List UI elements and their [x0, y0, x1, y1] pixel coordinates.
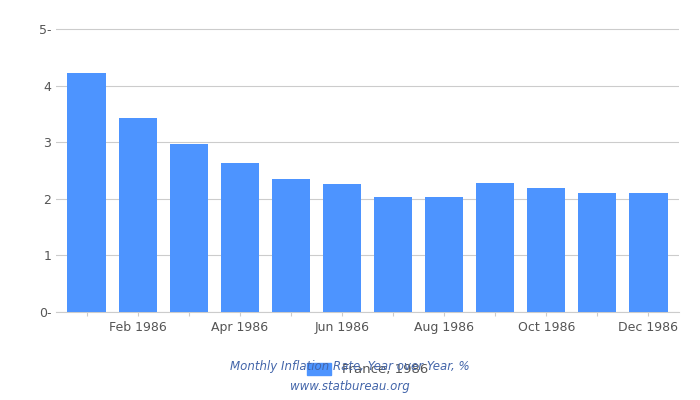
Bar: [323, 184, 361, 312]
Text: Monthly Inflation Rate, Year over Year, %: Monthly Inflation Rate, Year over Year, …: [230, 360, 470, 373]
Bar: [67, 73, 106, 312]
Bar: [169, 144, 208, 312]
Bar: [476, 183, 514, 312]
Bar: [272, 179, 310, 312]
Bar: [220, 163, 259, 312]
Bar: [425, 196, 463, 312]
Legend: France, 1986: France, 1986: [302, 358, 433, 382]
Bar: [527, 188, 566, 312]
Text: www.statbureau.org: www.statbureau.org: [290, 380, 410, 393]
Bar: [374, 196, 412, 312]
Bar: [118, 118, 157, 312]
Bar: [578, 192, 617, 312]
Bar: [629, 192, 668, 312]
